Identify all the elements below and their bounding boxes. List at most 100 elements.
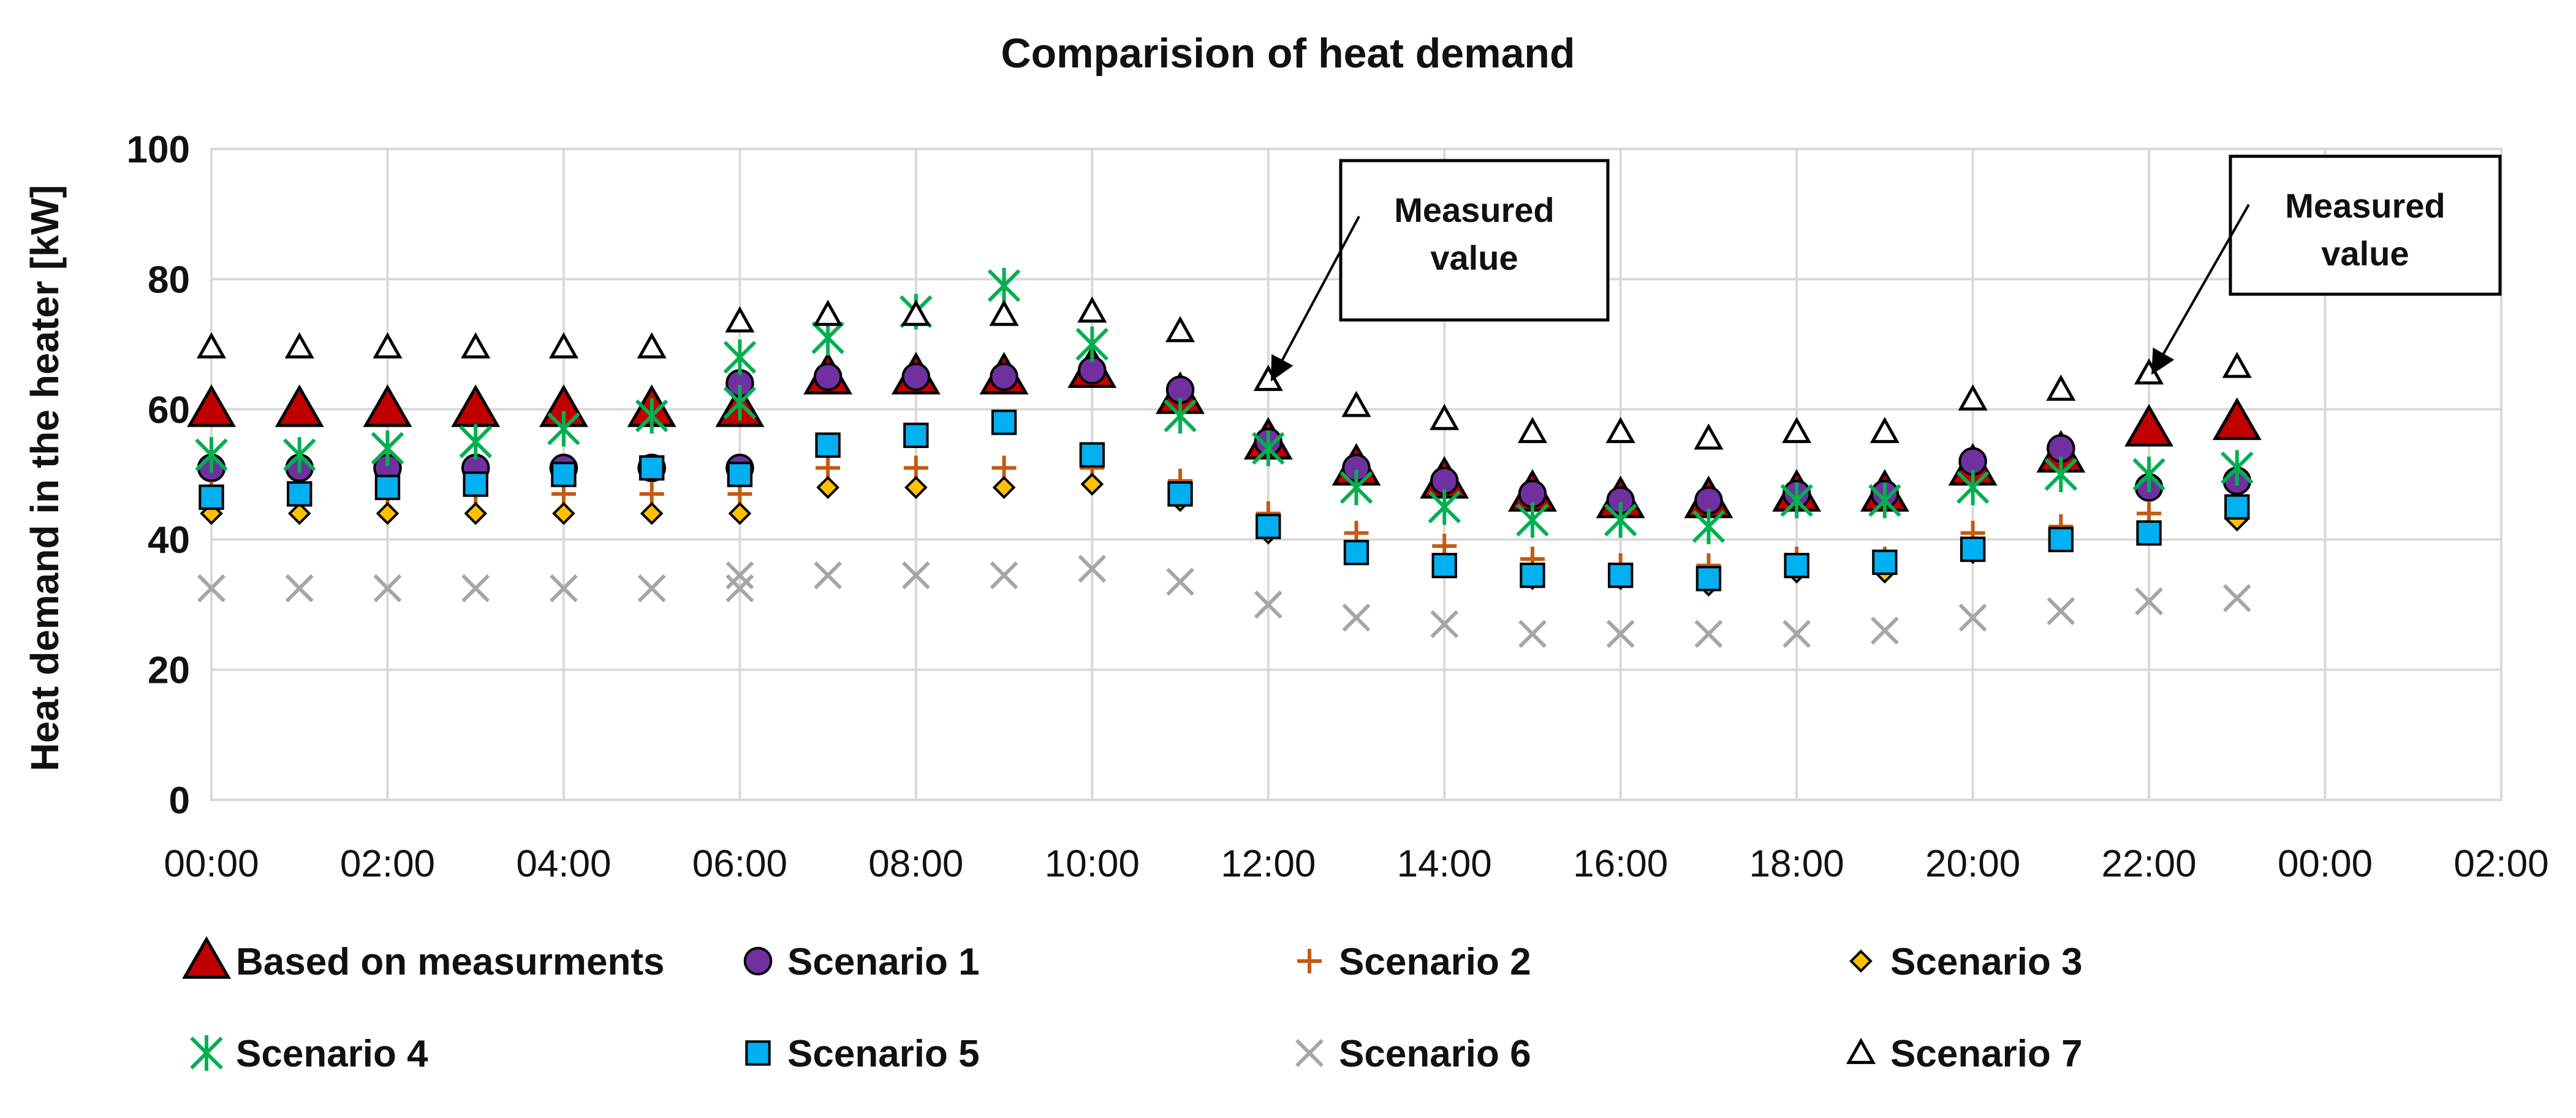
legend-marker [1295,1039,1324,1067]
callout-box [2229,154,2502,296]
data-point [374,474,401,500]
data-point [1606,620,1635,648]
y-tick-label: 60 [148,389,190,432]
data-point [284,332,314,359]
data-point [195,437,228,473]
data-point [1516,502,1549,538]
data-point [282,437,316,473]
data-point [196,332,227,359]
data-point [1428,489,1461,525]
data-point [1782,620,1811,648]
data-point [1868,482,1901,519]
data-point [550,574,578,603]
data-point [371,430,404,466]
y-tick-label: 20 [148,650,190,692]
series-scenario-4 [195,268,2254,544]
callout-text: Measured [1394,191,1554,229]
data-point [637,332,667,359]
series-scenario-7 [196,296,2252,450]
data-point [901,561,930,590]
data-point [1430,610,1459,639]
data-point [376,501,400,525]
data-point [1166,568,1194,596]
data-point [1251,430,1285,466]
x-tick-label: 00:00 [164,843,259,885]
data-point [461,332,491,359]
data-point [727,462,753,487]
data-point [1782,417,1812,443]
data-point [547,411,580,447]
data-point [363,384,412,427]
data-point [1256,514,1281,539]
legend-item-scenario-7: Scenario 7 [1846,1033,2083,1075]
callout-box [1339,159,1610,322]
data-point [2046,375,2076,401]
data-point [1956,470,1990,506]
data-point [1075,326,1109,362]
data-point [2136,520,2162,546]
data-point [1339,470,1373,506]
data-point [287,481,313,507]
callout-arrow [1270,216,1360,382]
data-point [1517,417,1548,443]
series-scenario-3 [200,473,2249,597]
data-point [1343,539,1369,566]
data-point [728,501,752,525]
x-tick-label: 18:00 [1749,843,1844,885]
data-point [2222,584,2251,612]
data-point [552,501,575,525]
legend-item-scenario-3: Scenario 3 [1849,941,2083,983]
data-point [635,398,669,434]
data-point [990,362,1018,391]
data-point [903,422,929,448]
data-point [463,471,488,497]
data-point [815,432,841,458]
callout-arrow [2151,203,2250,375]
data-point [725,561,754,590]
data-point [992,476,1016,500]
data-point [1604,502,1637,538]
data-point [2124,403,2174,447]
legend: Based on measurments Scenario 1 Scenario 2… [182,936,2083,1075]
data-point [1784,552,1809,579]
x-tick-label: 02:00 [340,843,435,885]
data-point [373,574,402,603]
data-point [989,299,1019,326]
series-scenario-6 [197,555,2251,648]
data-point [725,306,755,333]
legend-item-based-on-measurments: Based on measurments [182,936,664,983]
x-tick-label: 16:00 [1573,843,1668,885]
data-point [1870,616,1899,645]
data-point [197,574,225,603]
data-point [199,484,224,510]
data-point [285,574,314,603]
data-point [1695,566,1722,591]
data-point [1694,620,1723,648]
data-point [987,268,1021,304]
legend-label: Based on measurments [236,941,664,983]
legend-marker [745,1040,771,1066]
data-point [901,362,931,391]
data-point [1692,508,1726,544]
data-point [1079,442,1105,468]
legend-label: Scenario 2 [1339,941,1531,983]
y-tick-label: 0 [169,780,190,822]
data-point [1869,417,1900,443]
legend-item-scenario-6: Scenario 6 [1295,1033,1531,1075]
data-point [1694,423,1724,450]
x-tick-label: 20:00 [1925,843,2020,885]
x-tick-label: 00:00 [2278,843,2373,885]
data-point [1431,552,1457,579]
data-point [464,501,488,525]
legend-label: Scenario 7 [1890,1033,2083,1075]
data-point [725,574,754,603]
legend-item-scenario-1: Scenario 1 [743,941,980,983]
y-tick-label: 100 [127,129,190,171]
data-point [1077,296,1107,323]
legend-label: Scenario 3 [1890,941,2083,983]
legend-item-scenario-4: Scenario 4 [190,1033,428,1075]
data-point [904,476,928,500]
x-tick-label: 02:00 [2453,843,2548,885]
